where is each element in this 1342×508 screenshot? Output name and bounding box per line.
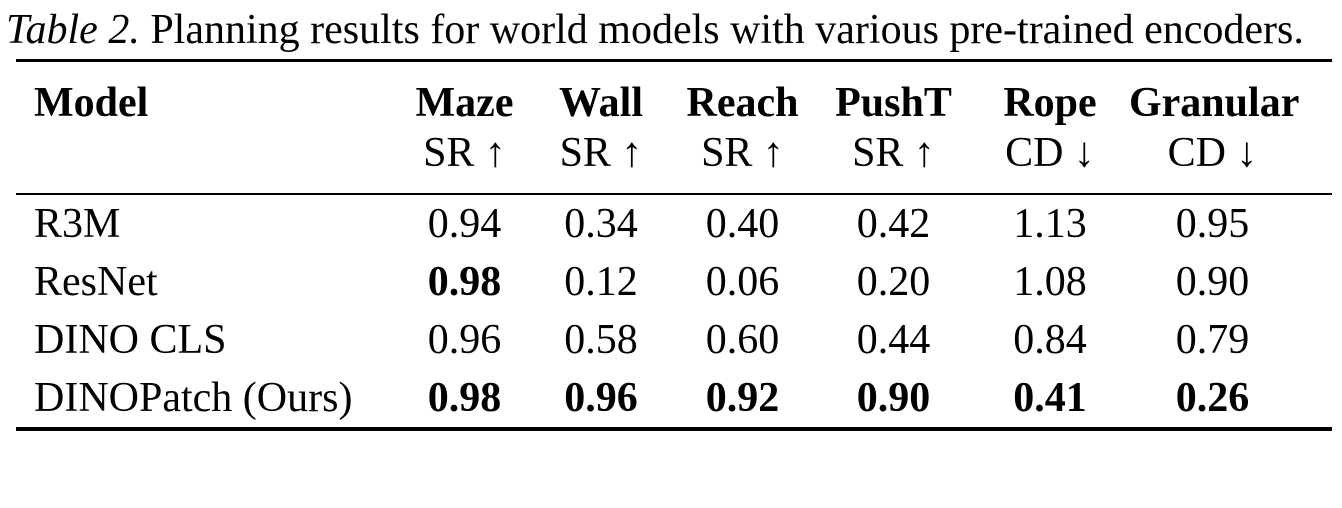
table-row-r3m: R3M 0.94 0.34 0.40 0.42 1.13 0.95	[16, 194, 1332, 253]
cell-pusht: 0.90	[856, 375, 931, 421]
cell-maze: 0.94	[427, 201, 502, 247]
metric-maze: SR ↑	[423, 130, 506, 176]
table-row-dino-cls: DINO CLS 0.96 0.58 0.60 0.44 0.84 0.79	[16, 311, 1332, 369]
table-row-resnet: ResNet 0.98 0.12 0.06 0.20 1.08 0.90	[16, 253, 1332, 311]
column-header-maze: Maze	[415, 80, 514, 126]
cell-reach: 0.40	[705, 201, 780, 247]
row-label: R3M	[34, 201, 121, 247]
cell-pusht: 0.42	[856, 201, 931, 247]
cell-wall: 0.34	[564, 201, 638, 247]
cell-pusht: 0.44	[856, 317, 931, 363]
metric-wall: SR ↑	[559, 130, 643, 176]
cell-rope: 1.08	[1013, 259, 1087, 305]
cell-reach: 0.06	[705, 259, 780, 305]
column-header-reach: Reach	[686, 80, 799, 126]
column-header-pusht: PushT	[835, 80, 952, 126]
header-task-row: Model Maze Wall Reach PushT Rope Granula…	[16, 61, 1332, 129]
table-header: Model Maze Wall Reach PushT Rope Granula…	[16, 61, 1332, 194]
cell-wall: 0.96	[564, 375, 638, 421]
cell-rope: 0.41	[1013, 375, 1087, 421]
cell-wall: 0.12	[564, 259, 638, 305]
metric-pusht: SR ↑	[852, 130, 935, 176]
cell-granular: 0.90	[1175, 259, 1250, 305]
table-caption-text: Planning results for world models with v…	[150, 7, 1304, 53]
table-row-dinopatch-ours: DINOPatch (Ours) 0.98 0.96 0.92 0.90 0.4…	[16, 369, 1332, 429]
column-header-rope: Rope	[1003, 80, 1097, 126]
cell-maze: 0.96	[427, 317, 502, 363]
cell-rope: 0.84	[1013, 317, 1087, 363]
table-body: R3M 0.94 0.34 0.40 0.42 1.13 0.95 ResNet…	[16, 194, 1332, 429]
cell-reach: 0.60	[705, 317, 780, 363]
column-header-model: Model	[34, 80, 149, 126]
cell-granular: 0.26	[1175, 375, 1250, 421]
cell-rope: 1.13	[1013, 201, 1087, 247]
row-label: ResNet	[34, 259, 158, 305]
cell-granular: 0.95	[1175, 201, 1250, 247]
cell-wall: 0.58	[564, 317, 638, 363]
table-caption-label: Table 2.	[6, 7, 140, 53]
row-label: DINO CLS	[34, 317, 227, 363]
cell-granular: 0.79	[1175, 317, 1250, 363]
column-header-granular: Granular	[1129, 80, 1300, 126]
metric-reach: SR ↑	[701, 130, 784, 176]
cell-maze: 0.98	[427, 259, 502, 305]
cell-reach: 0.92	[705, 375, 780, 421]
metric-granular: CD ↓	[1167, 130, 1258, 176]
column-header-wall: Wall	[558, 80, 644, 126]
cell-maze: 0.98	[427, 375, 502, 421]
cell-pusht: 0.20	[856, 259, 931, 305]
row-label: DINOPatch (Ours)	[34, 375, 353, 421]
header-metric-row: SR ↑ SR ↑ SR ↑ SR ↑ CD ↓ CD ↓	[16, 128, 1332, 194]
results-table: Model Maze Wall Reach PushT Rope Granula…	[16, 59, 1332, 431]
metric-rope: CD ↓	[1005, 130, 1095, 176]
table-caption: Table 2. Planning results for world mode…	[6, 2, 1332, 59]
